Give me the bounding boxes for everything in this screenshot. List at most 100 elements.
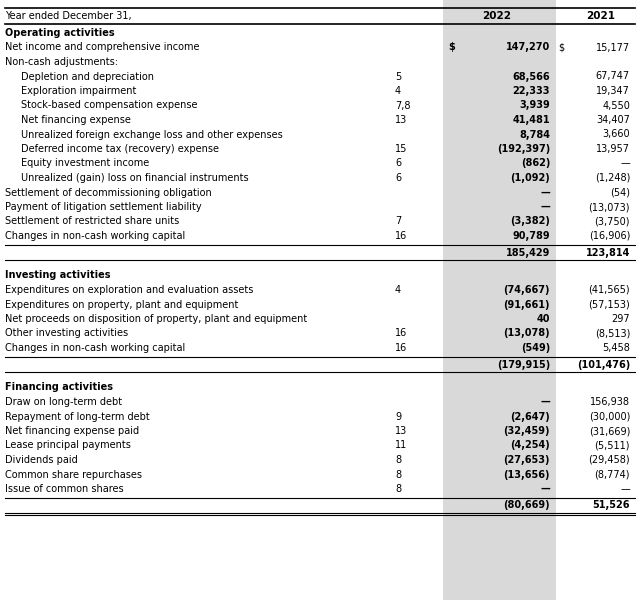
Text: Lease principal payments: Lease principal payments bbox=[5, 440, 131, 451]
Text: 4,550: 4,550 bbox=[602, 100, 630, 110]
Text: 13: 13 bbox=[395, 426, 407, 436]
Text: Financing activities: Financing activities bbox=[5, 383, 113, 392]
Text: —: — bbox=[540, 187, 550, 197]
Text: 4: 4 bbox=[395, 86, 401, 96]
Text: (3,750): (3,750) bbox=[595, 217, 630, 226]
Text: (54): (54) bbox=[610, 187, 630, 197]
Text: 6: 6 bbox=[395, 173, 401, 183]
Text: Settlement of restricted share units: Settlement of restricted share units bbox=[5, 217, 179, 226]
Text: (29,458): (29,458) bbox=[588, 455, 630, 465]
Text: 11: 11 bbox=[395, 440, 407, 451]
Text: Dividends paid: Dividends paid bbox=[5, 455, 77, 465]
Text: Unrealized (gain) loss on financial instruments: Unrealized (gain) loss on financial inst… bbox=[21, 173, 248, 183]
Text: Exploration impairment: Exploration impairment bbox=[21, 86, 136, 96]
Text: 3,660: 3,660 bbox=[602, 130, 630, 139]
Text: 8: 8 bbox=[395, 469, 401, 479]
Text: 67,747: 67,747 bbox=[596, 71, 630, 82]
Text: —: — bbox=[540, 202, 550, 212]
Text: (16,906): (16,906) bbox=[589, 231, 630, 241]
Text: (4,254): (4,254) bbox=[510, 440, 550, 451]
Text: 90,789: 90,789 bbox=[513, 231, 550, 241]
Text: 5: 5 bbox=[395, 71, 401, 82]
Text: (91,661): (91,661) bbox=[504, 299, 550, 310]
Text: Investing activities: Investing activities bbox=[5, 271, 111, 280]
Text: (5,511): (5,511) bbox=[595, 440, 630, 451]
Text: (101,476): (101,476) bbox=[577, 359, 630, 370]
Text: (32,459): (32,459) bbox=[504, 426, 550, 436]
Text: 6: 6 bbox=[395, 158, 401, 169]
Text: 16: 16 bbox=[395, 231, 407, 241]
Text: Changes in non-cash working capital: Changes in non-cash working capital bbox=[5, 343, 185, 353]
Text: Settlement of decommissioning obligation: Settlement of decommissioning obligation bbox=[5, 187, 212, 197]
Text: 8: 8 bbox=[395, 455, 401, 465]
Text: 8: 8 bbox=[395, 484, 401, 494]
Text: —: — bbox=[540, 397, 550, 407]
Text: (179,915): (179,915) bbox=[497, 359, 550, 370]
Text: 51,526: 51,526 bbox=[593, 500, 630, 511]
Text: 41,481: 41,481 bbox=[513, 115, 550, 125]
Text: (13,073): (13,073) bbox=[589, 202, 630, 212]
Text: 15: 15 bbox=[395, 144, 408, 154]
Text: 13,957: 13,957 bbox=[596, 144, 630, 154]
Text: 123,814: 123,814 bbox=[586, 247, 630, 257]
Text: Net financing expense: Net financing expense bbox=[21, 115, 131, 125]
Bar bbox=[443, 0, 556, 600]
Text: (74,667): (74,667) bbox=[504, 285, 550, 295]
Text: Net income and comprehensive income: Net income and comprehensive income bbox=[5, 43, 200, 52]
Text: (41,565): (41,565) bbox=[588, 285, 630, 295]
Text: Stock-based compensation expense: Stock-based compensation expense bbox=[21, 100, 198, 110]
Text: 19,347: 19,347 bbox=[596, 86, 630, 96]
Text: Equity investment income: Equity investment income bbox=[21, 158, 149, 169]
Text: (13,078): (13,078) bbox=[504, 329, 550, 338]
Text: (862): (862) bbox=[520, 158, 550, 169]
Text: 147,270: 147,270 bbox=[506, 43, 550, 52]
Text: (8,513): (8,513) bbox=[595, 329, 630, 338]
Text: 4: 4 bbox=[395, 285, 401, 295]
Text: (549): (549) bbox=[521, 343, 550, 353]
Text: (8,774): (8,774) bbox=[595, 469, 630, 479]
Text: Other investing activities: Other investing activities bbox=[5, 329, 128, 338]
Text: Operating activities: Operating activities bbox=[5, 28, 115, 38]
Text: 34,407: 34,407 bbox=[596, 115, 630, 125]
Text: —: — bbox=[620, 484, 630, 494]
Text: Expenditures on property, plant and equipment: Expenditures on property, plant and equi… bbox=[5, 299, 238, 310]
Text: 185,429: 185,429 bbox=[506, 247, 550, 257]
Text: Issue of common shares: Issue of common shares bbox=[5, 484, 124, 494]
Text: $: $ bbox=[558, 43, 564, 52]
Text: Draw on long-term debt: Draw on long-term debt bbox=[5, 397, 122, 407]
Text: (1,092): (1,092) bbox=[510, 173, 550, 183]
Text: (57,153): (57,153) bbox=[588, 299, 630, 310]
Text: (13,656): (13,656) bbox=[504, 469, 550, 479]
Text: Repayment of long-term debt: Repayment of long-term debt bbox=[5, 412, 150, 421]
Text: 2022: 2022 bbox=[483, 11, 511, 21]
Text: Unrealized foreign exchange loss and other expenses: Unrealized foreign exchange loss and oth… bbox=[21, 130, 283, 139]
Text: 2021: 2021 bbox=[586, 11, 616, 21]
Text: Expenditures on exploration and evaluation assets: Expenditures on exploration and evaluati… bbox=[5, 285, 253, 295]
Text: —: — bbox=[540, 484, 550, 494]
Text: 13: 13 bbox=[395, 115, 407, 125]
Text: (27,653): (27,653) bbox=[504, 455, 550, 465]
Text: (80,669): (80,669) bbox=[504, 500, 550, 511]
Text: 3,939: 3,939 bbox=[519, 100, 550, 110]
Text: (1,248): (1,248) bbox=[595, 173, 630, 183]
Text: (30,000): (30,000) bbox=[589, 412, 630, 421]
Text: (2,647): (2,647) bbox=[510, 412, 550, 421]
Text: 156,938: 156,938 bbox=[590, 397, 630, 407]
Text: 5,458: 5,458 bbox=[602, 343, 630, 353]
Text: —: — bbox=[620, 158, 630, 169]
Text: Common share repurchases: Common share repurchases bbox=[5, 469, 142, 479]
Text: 9: 9 bbox=[395, 412, 401, 421]
Text: 7: 7 bbox=[395, 217, 401, 226]
Text: Non-cash adjustments:: Non-cash adjustments: bbox=[5, 57, 118, 67]
Text: (31,669): (31,669) bbox=[589, 426, 630, 436]
Text: 16: 16 bbox=[395, 329, 407, 338]
Text: (192,397): (192,397) bbox=[497, 144, 550, 154]
Text: 15,177: 15,177 bbox=[596, 43, 630, 52]
Text: 40: 40 bbox=[536, 314, 550, 324]
Text: Depletion and depreciation: Depletion and depreciation bbox=[21, 71, 154, 82]
Text: Net financing expense paid: Net financing expense paid bbox=[5, 426, 139, 436]
Text: 297: 297 bbox=[611, 314, 630, 324]
Text: (3,382): (3,382) bbox=[510, 217, 550, 226]
Text: 68,566: 68,566 bbox=[513, 71, 550, 82]
Text: 8,784: 8,784 bbox=[519, 130, 550, 139]
